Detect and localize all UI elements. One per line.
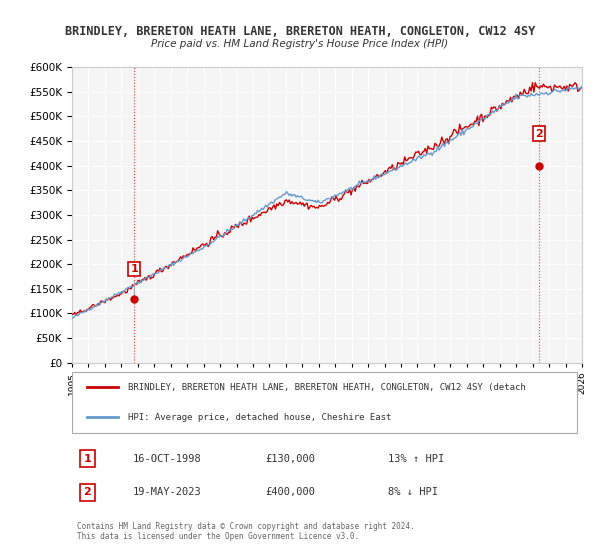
Text: 19-MAY-2023: 19-MAY-2023 <box>133 487 202 497</box>
Text: 13% ↑ HPI: 13% ↑ HPI <box>388 454 445 464</box>
Text: BRINDLEY, BRERETON HEATH LANE, BRERETON HEATH, CONGLETON, CW12 4SY (detach: BRINDLEY, BRERETON HEATH LANE, BRERETON … <box>128 383 526 392</box>
Text: Contains HM Land Registry data © Crown copyright and database right 2024.
This d: Contains HM Land Registry data © Crown c… <box>77 522 415 541</box>
Text: HPI: Average price, detached house, Cheshire East: HPI: Average price, detached house, Ches… <box>128 413 391 422</box>
Text: 2: 2 <box>535 129 543 138</box>
Text: 1: 1 <box>83 454 91 464</box>
Text: 1: 1 <box>130 264 138 274</box>
Text: Price paid vs. HM Land Registry's House Price Index (HPI): Price paid vs. HM Land Registry's House … <box>151 39 449 49</box>
FancyBboxPatch shape <box>72 372 577 433</box>
Text: £130,000: £130,000 <box>266 454 316 464</box>
Text: BRINDLEY, BRERETON HEATH LANE, BRERETON HEATH, CONGLETON, CW12 4SY: BRINDLEY, BRERETON HEATH LANE, BRERETON … <box>65 25 535 38</box>
Text: £400,000: £400,000 <box>266 487 316 497</box>
Text: 8% ↓ HPI: 8% ↓ HPI <box>388 487 438 497</box>
Text: 2: 2 <box>83 487 91 497</box>
Text: 16-OCT-1998: 16-OCT-1998 <box>133 454 202 464</box>
